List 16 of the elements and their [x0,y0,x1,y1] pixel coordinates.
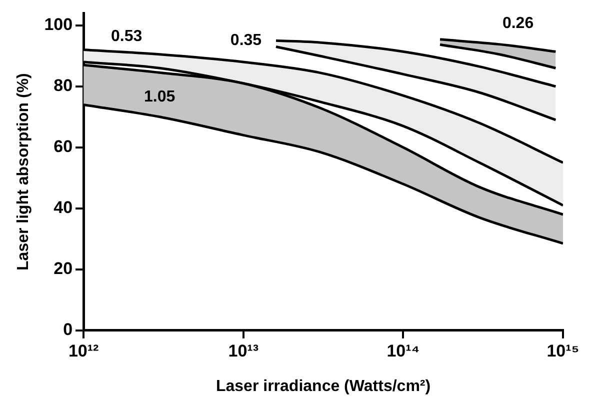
series-label: 0.26 [502,14,534,32]
y-tick-label: 60 [54,137,73,156]
x-tick-label: 10¹⁵ [546,341,580,360]
y-tick-label: 100 [44,15,73,34]
y-tick-label: 40 [54,198,73,218]
y-axis-title: Laser light absorption (%) [15,73,32,270]
series-label: 1.05 [144,88,176,106]
x-tick-label: 10¹³ [228,341,259,360]
x-tick-label: 10¹² [68,341,100,360]
y-tick-label: 20 [54,259,73,278]
series-label: 0.53 [110,28,142,46]
x-axis-title: Laser irradiance (Watts/cm²) [216,378,431,395]
y-tick-label: 80 [54,76,73,96]
x-tick-label: 10¹⁴ [386,341,420,360]
series-label: 0.35 [230,32,262,50]
y-tick-label: 0 [63,320,73,340]
